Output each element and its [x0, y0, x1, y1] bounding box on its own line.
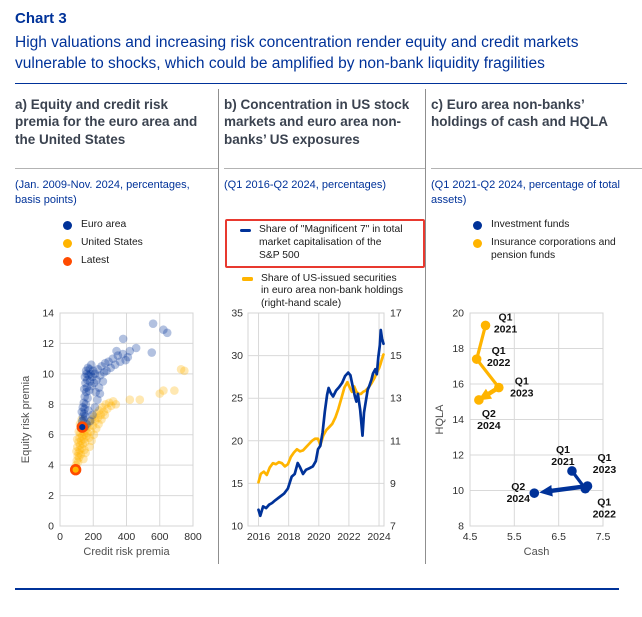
- svg-text:2018: 2018: [277, 531, 301, 543]
- us-securities-line-swatch-icon: [242, 277, 253, 281]
- svg-text:15: 15: [231, 478, 243, 490]
- chart-title: High valuations and increasing risk conc…: [15, 34, 579, 72]
- svg-text:10: 10: [42, 369, 54, 381]
- panel-c-title: c) Euro area non-banks’ holdings of cash…: [431, 89, 642, 170]
- legend-label: Euro area: [81, 219, 127, 231]
- magnificent7-highlight-box: Share of "Magnificent 7" in total market…: [225, 219, 425, 268]
- svg-text:7.5: 7.5: [596, 531, 611, 543]
- svg-text:800: 800: [184, 531, 202, 543]
- svg-text:10: 10: [452, 485, 464, 497]
- panel-a: a) Equity and credit risk premia for the…: [15, 89, 219, 565]
- svg-text:2: 2: [48, 490, 54, 502]
- header-divider: [15, 83, 627, 85]
- svg-text:12: 12: [452, 450, 464, 462]
- legend-item-us-securities: Share of US-issued securities in euro ar…: [242, 273, 425, 311]
- investment-funds-dot-icon: [473, 221, 482, 231]
- svg-text:0: 0: [48, 521, 54, 533]
- svg-text:8: 8: [458, 521, 464, 533]
- svg-text:Equity risk premia: Equity risk premia: [20, 375, 32, 463]
- svg-text:600: 600: [151, 531, 169, 543]
- legend-label: Investment funds: [491, 219, 570, 231]
- svg-text:2020: 2020: [307, 531, 331, 543]
- panel-b: b) Concentration in US stock markets and…: [219, 89, 426, 565]
- svg-text:35: 35: [231, 308, 243, 320]
- svg-text:13: 13: [390, 393, 402, 405]
- legend-item-euro-area: Euro area: [63, 219, 218, 232]
- svg-text:12: 12: [42, 338, 54, 350]
- panel-b-title: b) Concentration in US stock markets and…: [224, 89, 425, 170]
- legend-label: Share of "Magnificent 7" in total market…: [259, 224, 403, 261]
- insurance-pension-dot-icon: [473, 238, 482, 248]
- svg-text:4: 4: [48, 460, 54, 472]
- svg-text:10: 10: [231, 521, 243, 533]
- footer-rule: [15, 588, 619, 591]
- legend-label: Insurance corporations and pension funds: [491, 236, 616, 261]
- magnificent7-line-swatch-icon: [240, 228, 251, 233]
- line-chart-concentration: 2016 2018 2020 2022 2024 10 15 20 25 30 35 7 9 11 13 15…: [231, 308, 402, 544]
- svg-text:16: 16: [452, 379, 464, 391]
- panel-b-legend: Share of "Magnificent 7" in total market…: [225, 214, 425, 309]
- svg-text:6.5: 6.5: [551, 531, 566, 543]
- panels-row: a) Equity and credit risk premia for the…: [15, 89, 642, 565]
- panel-a-legend: Euro area United States Latest: [63, 214, 218, 306]
- svg-text:6: 6: [48, 429, 54, 441]
- svg-text:14: 14: [42, 308, 54, 320]
- svg-text:7: 7: [390, 521, 396, 533]
- legend-item-investment-funds: Investment funds: [473, 219, 642, 232]
- svg-text:400: 400: [118, 531, 136, 543]
- path-chart-cash-hqla: 4.5 5.5 6.5 7.5 8 10 12 14 16 18 20 Cash HQLA Q1 2021 Q…: [434, 308, 617, 559]
- svg-text:Credit risk premia: Credit risk premia: [83, 546, 170, 558]
- legend-item-latest: Latest: [63, 255, 218, 268]
- svg-text:20: 20: [452, 308, 464, 320]
- legend-item-united-states: United States: [63, 237, 218, 250]
- panel-c-subtitle: (Q1 2021-Q2 2024, percentage of total as…: [431, 179, 620, 206]
- svg-text:2022: 2022: [337, 531, 361, 543]
- panel-a-title: a) Equity and credit risk premia for the…: [15, 89, 218, 170]
- scatter-chart-risk-premia: 0 200 400 600 800 0 2 4 6 8 10 12 14 Credit risk prem…: [20, 308, 202, 559]
- svg-text:20: 20: [231, 436, 243, 448]
- svg-text:18: 18: [452, 343, 464, 355]
- legend-label: United States: [81, 236, 143, 248]
- legend-label: Latest: [81, 254, 110, 266]
- legend-item-insurance-pension: Insurance corporations and pension funds: [473, 237, 642, 263]
- svg-text:HQLA: HQLA: [434, 404, 446, 435]
- chart-number: Chart 3: [15, 10, 67, 27]
- euro-area-dot-icon: [63, 221, 72, 231]
- svg-text:30: 30: [231, 350, 243, 362]
- svg-text:8: 8: [48, 399, 54, 411]
- legend-label: Share of US-issued securities in euro ar…: [261, 272, 403, 310]
- svg-text:2016: 2016: [247, 531, 271, 543]
- panel-c: c) Euro area non-banks’ holdings of cash…: [426, 89, 642, 564]
- svg-text:11: 11: [390, 436, 401, 448]
- panel-c-legend: Investment funds Insurance corporations …: [473, 214, 642, 306]
- svg-text:17: 17: [390, 308, 402, 320]
- svg-text:15: 15: [390, 350, 402, 362]
- panel-a-subtitle: (Jan. 2009-Nov. 2024, percentages, basis…: [15, 179, 190, 206]
- united-states-dot-icon: [63, 238, 72, 248]
- svg-text:0: 0: [57, 531, 63, 543]
- latest-dot-icon: [63, 256, 72, 266]
- svg-text:2024: 2024: [367, 531, 391, 543]
- panel-b-subtitle: (Q1 2016-Q2 2024, percentages): [224, 179, 387, 192]
- svg-text:200: 200: [84, 531, 102, 543]
- svg-text:25: 25: [231, 393, 243, 405]
- svg-text:4.5: 4.5: [463, 531, 478, 543]
- svg-text:Cash: Cash: [524, 546, 550, 558]
- svg-text:5.5: 5.5: [507, 531, 522, 543]
- svg-text:14: 14: [452, 414, 464, 426]
- svg-text:9: 9: [390, 478, 396, 490]
